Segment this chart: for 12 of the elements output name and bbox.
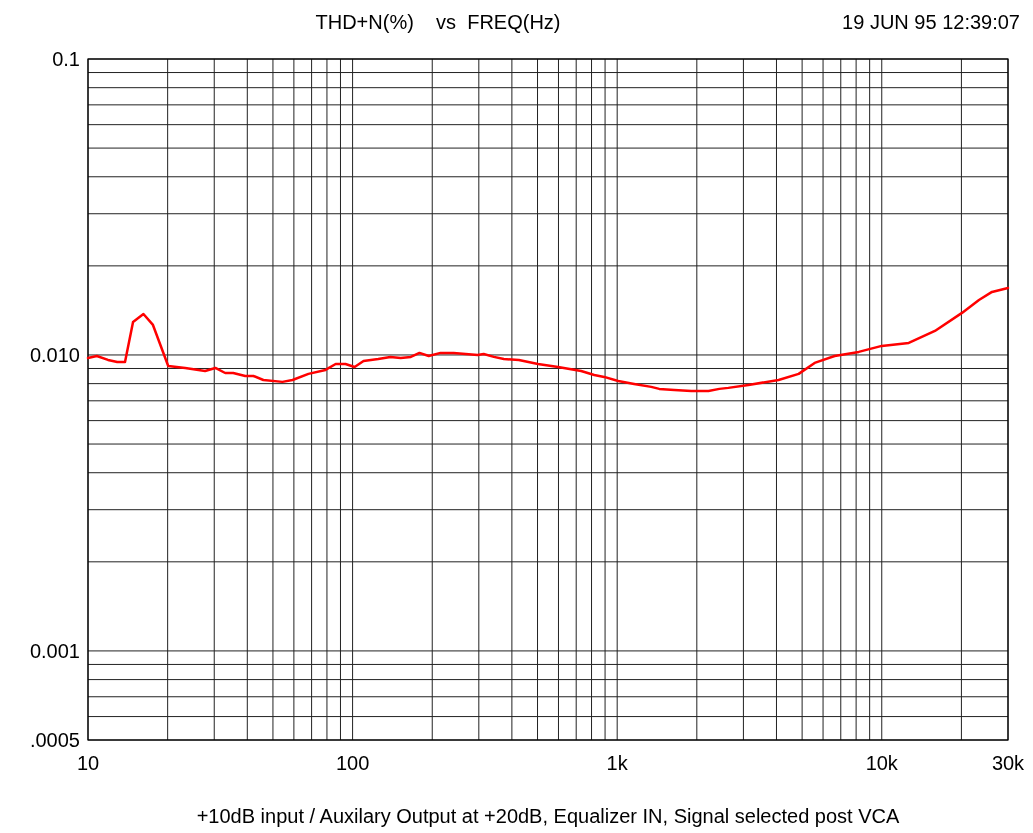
x-tick-label: 1k	[606, 752, 629, 774]
y-tick-label: 0.010	[29, 343, 80, 366]
x-tick-label: 30k	[991, 752, 1026, 774]
chart-title: THD+N(%) vs FREQ(Hz)	[315, 11, 561, 33]
x-tick-label: 10k	[865, 752, 899, 774]
x-tick-label: 100	[335, 752, 370, 774]
text: +10dB input / Auxilary Output at +20dB, Equalizer IN, Signal selected post VCA	[196, 805, 900, 827]
x-tick-label: 10	[76, 752, 100, 774]
y-tick-label: 0.001	[29, 639, 80, 662]
y-tick-label: .0005	[29, 729, 80, 751]
text: 19 JUN 95 12:39:07	[842, 11, 1020, 33]
y-tick-label: 0.1	[52, 48, 80, 70]
